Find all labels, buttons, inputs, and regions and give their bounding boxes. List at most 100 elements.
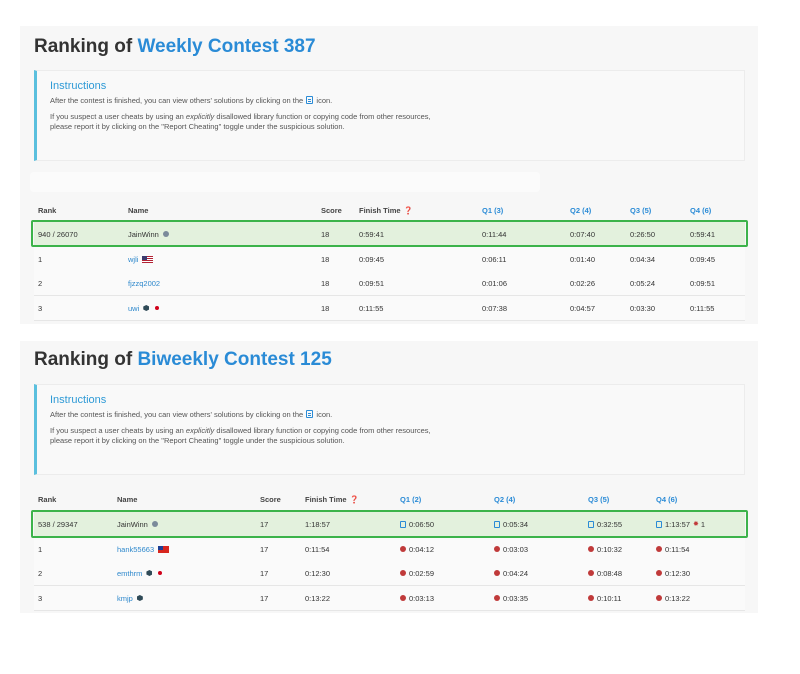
q1-time: 0:03:13: [409, 593, 435, 603]
q3-cell: 0:03:30: [630, 303, 656, 313]
q4-time: 1:13:57: [665, 519, 691, 529]
score-cell: 18: [321, 229, 330, 239]
q1-cell: 0:01:06: [482, 278, 508, 288]
cpp-lang-icon[interactable]: [494, 546, 500, 552]
header-finish-label: Finish Time: [359, 205, 401, 215]
score-cell: 18: [321, 303, 330, 313]
instructions-line: please report it by clicking on the "Rep…: [50, 122, 345, 131]
q2-cell: 0:04:57: [570, 303, 596, 313]
instructions-line: please report it by clicking on the "Rep…: [50, 436, 345, 445]
username-link[interactable]: wjli: [128, 254, 139, 264]
name-cell[interactable]: kmjp: [117, 586, 143, 610]
finish-time-cell: 0:59:41: [359, 229, 385, 239]
username-link[interactable]: hank55663: [117, 544, 155, 554]
q3-time: 0:32:55: [597, 519, 623, 529]
q4-cell[interactable]: 0:11:54: [656, 537, 689, 561]
guardian-badge-icon: [146, 570, 153, 576]
q4-cell: 0:59:41: [690, 229, 716, 239]
solution-file-icon[interactable]: [400, 520, 406, 528]
q4-cell[interactable]: 1:13:57 ✸ 1: [656, 512, 705, 536]
instructions-text: disallowed library function or copying c…: [216, 112, 431, 121]
contest-name[interactable]: Biweekly Contest 125: [137, 349, 332, 370]
q1-cell[interactable]: 0:04:12: [400, 537, 434, 561]
q4-cell[interactable]: 0:13:22: [656, 586, 690, 610]
guardian-badge-icon: [143, 305, 150, 311]
q2-cell[interactable]: 0:03:03: [494, 537, 528, 561]
cpp-lang-icon[interactable]: [400, 546, 406, 552]
username-link[interactable]: kmjp: [117, 593, 133, 603]
q1-cell[interactable]: 0:02:59: [400, 561, 434, 585]
cpp-lang-icon[interactable]: [400, 570, 406, 576]
header-q2[interactable]: Q2 (4): [494, 494, 516, 504]
q3-cell[interactable]: 0:10:11: [588, 586, 621, 610]
solution-file-icon[interactable]: [656, 520, 662, 528]
q3-cell: 0:05:24: [630, 278, 656, 288]
q3-cell[interactable]: 0:10:32: [588, 537, 622, 561]
cpp-lang-icon[interactable]: [494, 595, 500, 601]
question-circle-icon[interactable]: ❓: [403, 205, 413, 215]
q2-cell: 0:01:40: [570, 254, 596, 264]
name-cell[interactable]: JainWinn: [128, 222, 169, 246]
table-row-self: 940 / 26070 JainWinn 18 0:59:41 0:11:44 …: [34, 222, 745, 246]
cpp-lang-icon[interactable]: [588, 546, 594, 552]
username-link[interactable]: uwi: [128, 303, 140, 313]
instructions-text: If you suspect a user cheats by using an: [50, 112, 184, 121]
highlight-box: [31, 220, 748, 247]
q2-cell[interactable]: 0:04:24: [494, 561, 528, 585]
finish-time-cell: 0:11:55: [359, 303, 384, 313]
name-cell[interactable]: fjzzq2002: [128, 271, 160, 295]
q4-cell[interactable]: 0:12:30: [656, 561, 690, 585]
instructions-text: After the contest is finished, you can v…: [50, 410, 304, 419]
header-finish-label: Finish Time: [305, 494, 347, 504]
username-link[interactable]: emthrm: [117, 568, 143, 578]
cpp-lang-icon[interactable]: [494, 570, 500, 576]
name-cell[interactable]: uwi: [128, 296, 160, 320]
q1-cell[interactable]: 0:06:50: [400, 512, 434, 536]
header-q3[interactable]: Q3 (5): [588, 494, 610, 504]
name-cell[interactable]: wjli: [128, 247, 154, 271]
q1-time: 0:06:50: [409, 519, 435, 529]
header-q2[interactable]: Q2 (4): [570, 205, 592, 215]
header-finish-time: Finish Time ❓: [359, 198, 413, 222]
finish-time-cell: 0:11:54: [305, 544, 330, 554]
japan-flag-icon: [158, 571, 163, 575]
q1-cell[interactable]: 0:03:13: [400, 586, 434, 610]
name-cell[interactable]: JainWinn: [117, 512, 158, 536]
q1-time: 0:04:12: [409, 544, 435, 554]
header-q4[interactable]: Q4 (6): [690, 205, 712, 215]
cpp-lang-icon[interactable]: [656, 570, 662, 576]
solution-file-icon[interactable]: [588, 520, 594, 528]
q3-cell[interactable]: 0:32:55: [588, 512, 622, 536]
header-q4[interactable]: Q4 (6): [656, 494, 678, 504]
header-q1[interactable]: Q1 (3): [482, 205, 504, 215]
name-cell[interactable]: emthrm: [117, 561, 163, 585]
header-q3[interactable]: Q3 (5): [630, 205, 652, 215]
question-circle-icon[interactable]: ❓: [349, 494, 359, 504]
username[interactable]: JainWinn: [117, 519, 148, 529]
q2-cell[interactable]: 0:03:35: [494, 586, 528, 610]
redacted-area: [30, 172, 540, 192]
bug-icon: ✸: [693, 521, 699, 528]
cpp-lang-icon[interactable]: [588, 570, 594, 576]
solution-file-icon[interactable]: [494, 520, 500, 528]
contest-name[interactable]: Weekly Contest 387: [137, 36, 316, 57]
name-cell[interactable]: hank55663: [117, 537, 170, 561]
q4-time: 0:11:54: [665, 544, 690, 554]
finish-time-cell: 0:13:22: [305, 593, 331, 603]
score-cell: 17: [260, 519, 269, 529]
cpp-lang-icon[interactable]: [588, 595, 594, 601]
header-finish-time: Finish Time ❓: [305, 487, 359, 511]
q2-cell[interactable]: 0:05:34: [494, 512, 528, 536]
cpp-lang-icon[interactable]: [656, 595, 662, 601]
cpp-lang-icon[interactable]: [400, 595, 406, 601]
table-row: 1 wjli 18 0:09:45 0:06:11 0:01:40 0:04:3…: [34, 247, 745, 272]
username-link[interactable]: fjzzq2002: [128, 278, 161, 288]
instructions-box: Instructions After the contest is finish…: [34, 70, 745, 161]
q3-cell[interactable]: 0:08:48: [588, 561, 622, 585]
q1-cell: 0:11:44: [482, 229, 507, 239]
header-q1[interactable]: Q1 (2): [400, 494, 422, 504]
cpp-lang-icon[interactable]: [656, 546, 662, 552]
username[interactable]: JainWinn: [128, 229, 159, 239]
header-rank: Rank: [38, 205, 57, 215]
finish-time-cell: 1:18:57: [305, 519, 331, 529]
